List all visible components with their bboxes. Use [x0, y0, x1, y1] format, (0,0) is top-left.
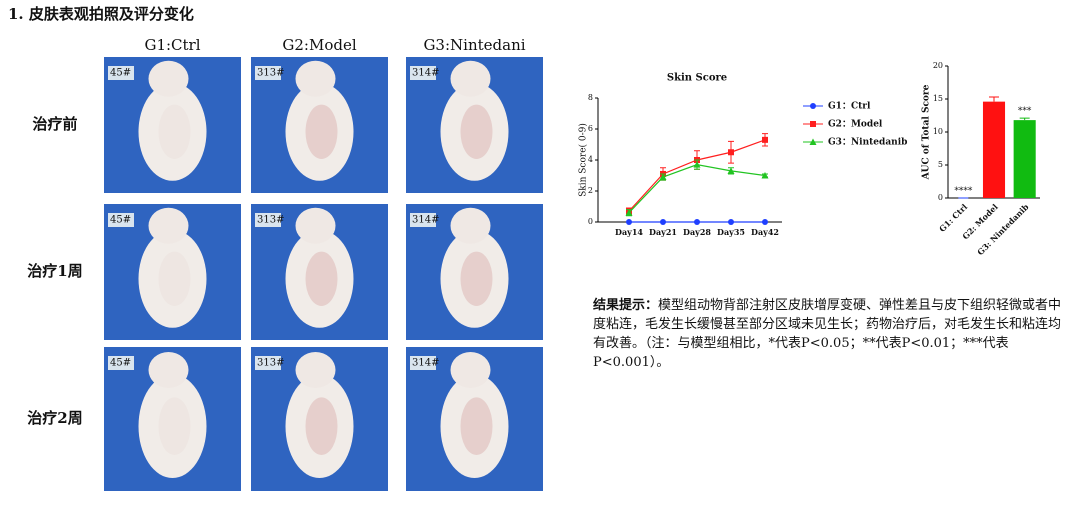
mouse-head — [450, 352, 491, 389]
photo-tag-box — [255, 213, 281, 227]
conclusion-label: 结果提示： — [593, 298, 659, 313]
x-tick-label: Day35 — [717, 227, 745, 237]
y-tick-label: 15 — [933, 94, 943, 103]
bar — [1013, 120, 1036, 198]
photo-tag-box — [255, 66, 281, 80]
heading: 1. 皮肤表观拍照及评分变化 — [8, 5, 194, 23]
legend-label: G2：Model — [828, 120, 883, 130]
mouse-back — [158, 251, 191, 306]
y-tick-label: 0 — [938, 193, 943, 202]
point — [659, 173, 667, 181]
row-label: 治疗前 — [32, 115, 77, 133]
point — [694, 219, 700, 225]
error-bar — [989, 96, 999, 102]
mouse-back — [158, 104, 191, 159]
y-tick-label: 8 — [588, 93, 593, 102]
column-header: G2:Model — [282, 36, 356, 54]
x-tick-label: Day14 — [615, 227, 643, 237]
mouse-head — [450, 60, 491, 97]
point — [728, 219, 734, 225]
mouse-head — [295, 60, 336, 97]
mouse-head — [295, 352, 336, 389]
y-tick-label: 20 — [933, 61, 943, 70]
photo-tag: 45# — [110, 68, 131, 79]
mouse-back — [460, 251, 493, 306]
point — [626, 219, 632, 225]
photo-tag-box — [108, 213, 134, 227]
conclusion-text: 模型组动物背部注射区皮肤增厚变硬、弹性差且与皮下组织轻微或者中度粘连，毛发生长缓… — [593, 298, 1062, 370]
point — [762, 219, 768, 225]
y-tick-label: 5 — [938, 160, 943, 169]
significance-label: *** — [1018, 107, 1032, 117]
column-header: G3:Nintedani — [423, 36, 525, 54]
photo-tag-box — [410, 66, 436, 80]
mouse-back — [305, 397, 338, 456]
mouse-back — [460, 397, 493, 456]
point — [762, 136, 768, 143]
photo-tag-box — [255, 356, 281, 370]
photo-tag: 314# — [412, 215, 439, 226]
mouse-head — [148, 60, 189, 97]
photo-tag: 313# — [257, 68, 284, 79]
x-tick-label: Day21 — [649, 227, 677, 237]
photo-tag-box — [410, 213, 436, 227]
y-axis-label: AUC of Total Score — [922, 84, 932, 180]
y-tick-label: 10 — [933, 127, 943, 136]
photo-tag: 45# — [110, 358, 131, 369]
mouse-back — [460, 104, 493, 159]
point — [761, 172, 769, 179]
y-axis-label: Skin Score( 0-9) — [578, 123, 589, 197]
row-label: 治疗1周 — [27, 262, 82, 280]
photo-tag: 314# — [412, 68, 439, 79]
mouse-back — [158, 397, 191, 456]
point — [810, 103, 816, 109]
mouse-head — [295, 207, 336, 244]
mouse-head — [148, 352, 189, 389]
photo-tag: 313# — [257, 358, 284, 369]
mouse-back — [305, 251, 338, 306]
point — [809, 138, 817, 145]
y-tick-label: 6 — [588, 124, 593, 133]
photo-tag-box — [108, 356, 134, 370]
y-tick-label: 2 — [588, 186, 593, 195]
row-label: 治疗2周 — [27, 409, 82, 427]
point — [660, 219, 666, 225]
legend-label: G1：Ctrl — [828, 102, 871, 112]
photo-tag-box — [108, 66, 134, 80]
mouse-head — [148, 207, 189, 244]
photo-tag: 45# — [110, 215, 131, 226]
photo-tag-box — [410, 356, 436, 370]
conclusion: 结果提示：模型组动物背部注射区皮肤增厚变硬、弹性差且与皮下组织轻微或者中度粘连，… — [593, 296, 1063, 372]
photo-tag: 313# — [257, 215, 284, 226]
y-tick-label: 0 — [588, 217, 593, 226]
x-tick-label: Day42 — [751, 227, 779, 237]
point — [693, 161, 701, 168]
point — [810, 121, 816, 127]
photo-tag: 314# — [412, 358, 439, 369]
point — [625, 209, 633, 216]
chart-title: Skin Score — [667, 73, 727, 84]
point — [727, 167, 735, 174]
legend-label: G3：Nintedanib — [828, 138, 907, 148]
error-bar — [1019, 117, 1030, 121]
x-tick-label: Day28 — [683, 227, 711, 237]
bar — [982, 101, 1006, 198]
mouse-head — [450, 207, 491, 244]
column-header: G1:Ctrl — [144, 36, 200, 54]
mouse-back — [305, 104, 338, 159]
y-tick-label: 4 — [588, 155, 593, 164]
significance-label: **** — [954, 187, 973, 197]
point — [728, 149, 734, 156]
